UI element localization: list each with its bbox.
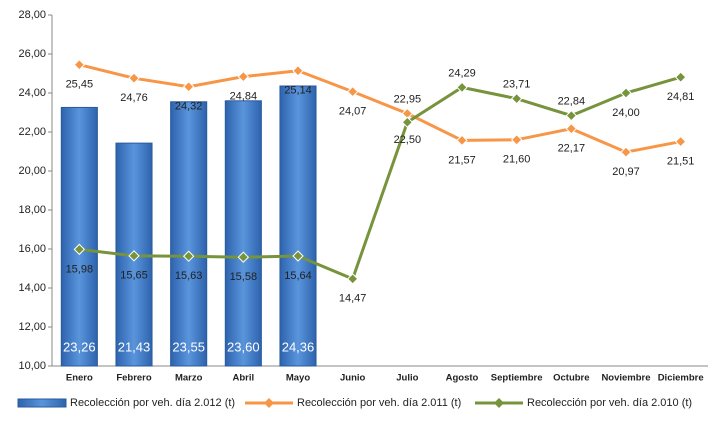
- line: [79, 75, 682, 281]
- data-label: 22,50: [394, 134, 422, 146]
- y-tick-label: 12,00: [18, 321, 46, 333]
- marker: [674, 71, 687, 83]
- data-label: 24,32: [175, 101, 203, 113]
- bar-label: 24,36: [282, 339, 315, 354]
- marker: [292, 65, 304, 77]
- data-label: 25,14: [284, 85, 312, 97]
- bar: [60, 106, 98, 367]
- data-label: 20,97: [612, 166, 640, 178]
- x-tick-label: Marzo: [175, 373, 203, 384]
- marker: [292, 250, 304, 262]
- marker: [346, 85, 359, 98]
- legend-label: Recolección por veh. día 2.011 (t): [297, 397, 461, 409]
- marker: [128, 250, 140, 262]
- marker: [565, 122, 578, 135]
- x-tick-label: Octubre: [553, 373, 589, 384]
- marker: [674, 135, 687, 148]
- legend-swatch: [17, 398, 67, 408]
- marker: [182, 250, 195, 262]
- y-tick-label: 10,00: [18, 360, 46, 372]
- marker: [456, 81, 468, 94]
- data-label: 24,29: [448, 67, 476, 79]
- line: [78, 63, 681, 154]
- bar: [279, 85, 317, 367]
- bar: [224, 100, 262, 367]
- y-tick-label: 18,00: [18, 204, 46, 216]
- data-label: 15,65: [120, 270, 148, 282]
- x-tick-label: Julio: [396, 373, 418, 384]
- y-tick-label: 24,00: [18, 87, 46, 99]
- data-label: 15,64: [284, 270, 312, 282]
- y-tick-label: 26,00: [18, 48, 46, 60]
- x-tick-label: Enero: [66, 373, 93, 384]
- data-label: 23,71: [503, 79, 531, 91]
- marker: [620, 146, 632, 158]
- data-label: 21,60: [503, 154, 531, 166]
- x-tick-label: Mayo: [286, 373, 310, 384]
- y-tick-label: 28,00: [18, 9, 46, 21]
- bar-label: 21,43: [118, 339, 151, 354]
- data-label: 24,84: [230, 91, 258, 103]
- data-label: 14,47: [339, 293, 367, 305]
- data-label: 15,98: [66, 263, 94, 275]
- y-tick-label: 16,00: [18, 243, 46, 255]
- bar-label: 23,60: [227, 339, 260, 354]
- marker: [73, 243, 86, 256]
- legend-swatch: [264, 398, 274, 408]
- y-tick-label: 14,00: [18, 282, 46, 294]
- legend-label: Recolección por veh. día 2.010 (t): [527, 397, 692, 409]
- data-label: 24,81: [667, 91, 695, 103]
- x-tick-label: Noviembre: [601, 373, 650, 384]
- marker: [510, 134, 523, 146]
- marker: [456, 134, 468, 147]
- data-label: 22,95: [394, 93, 422, 105]
- marker: [182, 81, 195, 93]
- marker: [620, 87, 632, 99]
- marker: [401, 116, 414, 128]
- bar-label: 23,26: [63, 339, 96, 354]
- marker: [237, 251, 250, 263]
- x-tick-label: Septiembre: [491, 373, 543, 384]
- y-tick-label: 20,00: [18, 165, 46, 177]
- bar-label: 23,55: [172, 339, 205, 354]
- data-label: 25,45: [66, 79, 94, 91]
- data-label: 22,84: [558, 96, 586, 108]
- y-tick-label: 22,00: [18, 126, 46, 138]
- x-tick-label: Diciembre: [658, 373, 704, 384]
- data-label: 22,17: [558, 143, 586, 155]
- data-label: 21,51: [667, 155, 695, 167]
- bar: [170, 101, 208, 367]
- x-tick-label: Abril: [233, 373, 255, 384]
- marker: [510, 92, 523, 105]
- legend-label: Recolección por veh. día 2.012 (t): [70, 397, 235, 409]
- data-label: 15,63: [175, 270, 203, 282]
- data-label: 24,76: [120, 92, 148, 104]
- x-tick-label: Febrero: [116, 373, 152, 384]
- legend-swatch: [494, 398, 504, 408]
- marker: [565, 109, 578, 122]
- marker: [237, 70, 250, 83]
- marker: [128, 72, 140, 84]
- x-tick-label: Agosto: [446, 373, 479, 384]
- marker: [346, 273, 359, 285]
- x-tick-label: Junio: [340, 373, 366, 384]
- data-label: 24,07: [339, 106, 367, 118]
- data-label: 21,57: [448, 154, 476, 166]
- marker: [73, 59, 86, 71]
- data-label: 15,58: [230, 271, 258, 283]
- data-label: 24,00: [612, 107, 640, 119]
